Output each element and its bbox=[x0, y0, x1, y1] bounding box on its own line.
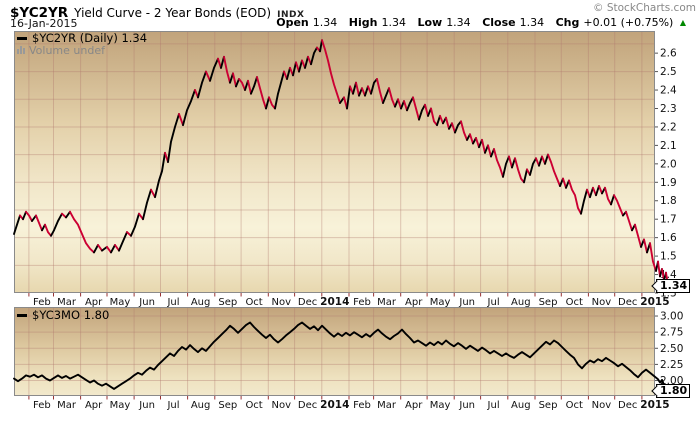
svg-text:Nov: Nov bbox=[592, 297, 612, 308]
svg-text:Apr: Apr bbox=[405, 297, 423, 308]
volume-legend-text: Volume undef bbox=[29, 44, 105, 57]
high-label: High bbox=[348, 16, 378, 29]
svg-text:Feb: Feb bbox=[353, 297, 371, 308]
svg-text:Jul: Jul bbox=[487, 297, 500, 308]
svg-text:Dec: Dec bbox=[618, 297, 637, 308]
svg-text:2015: 2015 bbox=[640, 296, 669, 308]
last-price-main: 1.34 bbox=[660, 279, 688, 293]
svg-text:2.1: 2.1 bbox=[660, 140, 677, 152]
svg-text:1.9: 1.9 bbox=[660, 177, 677, 189]
svg-text:Aug: Aug bbox=[191, 297, 211, 308]
svg-text:1.6: 1.6 bbox=[660, 232, 677, 244]
svg-text:Jun: Jun bbox=[458, 297, 475, 308]
chart-date: 16-Jan-2015 bbox=[10, 17, 78, 30]
main-price-chart: Feb Mar Apr May Jun Jul Aug Sep Oct Nov Dec 2014 Feb… bbox=[13, 31, 677, 308]
low-value: 1.34 bbox=[446, 16, 471, 29]
svg-text:Sep: Sep bbox=[539, 400, 558, 411]
svg-text:Feb: Feb bbox=[353, 400, 371, 411]
svg-text:2.6: 2.6 bbox=[660, 48, 677, 60]
svg-text:2.75: 2.75 bbox=[660, 327, 683, 339]
change-up-icon: ▲ bbox=[679, 18, 686, 27]
high-value: 1.34 bbox=[381, 16, 406, 29]
svg-text:Jun: Jun bbox=[138, 297, 155, 308]
svg-text:Oct: Oct bbox=[245, 400, 262, 411]
svg-text:2.25: 2.25 bbox=[660, 359, 683, 371]
line-swatch-icon bbox=[17, 37, 27, 40]
svg-text:Sep: Sep bbox=[218, 297, 237, 308]
svg-text:May: May bbox=[110, 400, 131, 411]
lower-legend-text: $YC3MO 1.80 bbox=[32, 308, 110, 322]
svg-text:May: May bbox=[110, 297, 131, 308]
svg-text:Sep: Sep bbox=[218, 400, 237, 411]
main-legend-text: $YC2YR (Daily) 1.34 bbox=[32, 31, 148, 45]
svg-text:Dec: Dec bbox=[298, 297, 317, 308]
lower-chart-legend: $YC3MO 1.80 bbox=[17, 308, 109, 322]
ohlc-quote-row: Open 1.34 High 1.34 Low 1.34 Close 1.34 Chg +… bbox=[268, 16, 686, 29]
svg-text:Jun: Jun bbox=[138, 400, 155, 411]
svg-text:2.5: 2.5 bbox=[660, 66, 677, 78]
low-label: Low bbox=[417, 16, 443, 29]
volume-bars-icon bbox=[17, 44, 26, 57]
svg-text:2.50: 2.50 bbox=[660, 343, 683, 355]
svg-text:Sep: Sep bbox=[539, 297, 558, 308]
svg-text:2.0: 2.0 bbox=[660, 158, 677, 170]
last-price-badge-main: 1.34 bbox=[651, 279, 691, 294]
svg-text:2.2: 2.2 bbox=[660, 121, 677, 133]
main-chart-legend: $YC2YR (Daily) 1.34 bbox=[17, 31, 147, 45]
symbol-label: $YC2YR bbox=[10, 5, 69, 21]
svg-text:2014: 2014 bbox=[320, 296, 349, 308]
change-value: +0.01 (+0.75%) bbox=[583, 16, 674, 29]
svg-text:Apr: Apr bbox=[405, 400, 423, 411]
change-label: Chg bbox=[555, 16, 580, 29]
close-value: 1.34 bbox=[519, 16, 545, 29]
last-price-lower: 1.80 bbox=[660, 384, 688, 397]
svg-text:2.4: 2.4 bbox=[660, 85, 677, 97]
svg-text:May: May bbox=[430, 297, 451, 308]
svg-text:Mar: Mar bbox=[57, 400, 77, 411]
svg-text:Nov: Nov bbox=[272, 297, 292, 308]
svg-text:Apr: Apr bbox=[85, 400, 103, 411]
exchange-label: INDX bbox=[277, 10, 305, 20]
open-value: 1.34 bbox=[312, 16, 338, 29]
chart-title: Yield Curve - 2 Year Bonds (EOD) bbox=[74, 6, 272, 20]
close-label: Close bbox=[482, 16, 516, 29]
svg-text:1.7: 1.7 bbox=[660, 214, 677, 226]
volume-legend: Volume undef bbox=[17, 44, 105, 57]
svg-text:Oct: Oct bbox=[566, 297, 583, 308]
svg-text:Aug: Aug bbox=[511, 400, 531, 411]
open-label: Open bbox=[276, 16, 309, 29]
svg-text:Aug: Aug bbox=[191, 400, 211, 411]
svg-text:Jul: Jul bbox=[487, 400, 500, 411]
svg-text:2015: 2015 bbox=[640, 399, 669, 411]
svg-text:May: May bbox=[430, 400, 451, 411]
svg-text:2.3: 2.3 bbox=[660, 103, 677, 115]
svg-text:Mar: Mar bbox=[377, 297, 397, 308]
svg-text:Oct: Oct bbox=[566, 400, 583, 411]
line-swatch-icon bbox=[17, 314, 27, 317]
svg-text:Dec: Dec bbox=[618, 400, 637, 411]
svg-text:1.5: 1.5 bbox=[660, 251, 677, 263]
svg-text:Jul: Jul bbox=[166, 400, 179, 411]
svg-text:Mar: Mar bbox=[57, 297, 77, 308]
chart-header: $YC2YR Yield Curve - 2 Year Bonds (EOD) IN… bbox=[10, 2, 304, 21]
last-price-badge-lower: 1.80 bbox=[651, 384, 691, 398]
svg-text:Jun: Jun bbox=[458, 400, 475, 411]
svg-text:2014: 2014 bbox=[320, 399, 349, 411]
svg-text:3.00: 3.00 bbox=[660, 311, 683, 323]
copyright-label: © StockCharts.com bbox=[593, 2, 696, 14]
svg-text:1.8: 1.8 bbox=[660, 195, 677, 207]
svg-text:Aug: Aug bbox=[511, 297, 531, 308]
svg-text:Dec: Dec bbox=[298, 400, 317, 411]
svg-text:Jul: Jul bbox=[166, 297, 179, 308]
svg-text:Apr: Apr bbox=[85, 297, 103, 308]
lower-indicator-chart: Feb Mar Apr May Jun Jul Aug Sep Oct Nov Dec 2014 Feb… bbox=[13, 307, 683, 411]
svg-text:Nov: Nov bbox=[592, 400, 612, 411]
svg-text:Feb: Feb bbox=[33, 400, 51, 411]
svg-text:Mar: Mar bbox=[377, 400, 397, 411]
svg-text:Oct: Oct bbox=[245, 297, 262, 308]
svg-text:Nov: Nov bbox=[272, 400, 292, 411]
svg-text:Feb: Feb bbox=[33, 297, 51, 308]
